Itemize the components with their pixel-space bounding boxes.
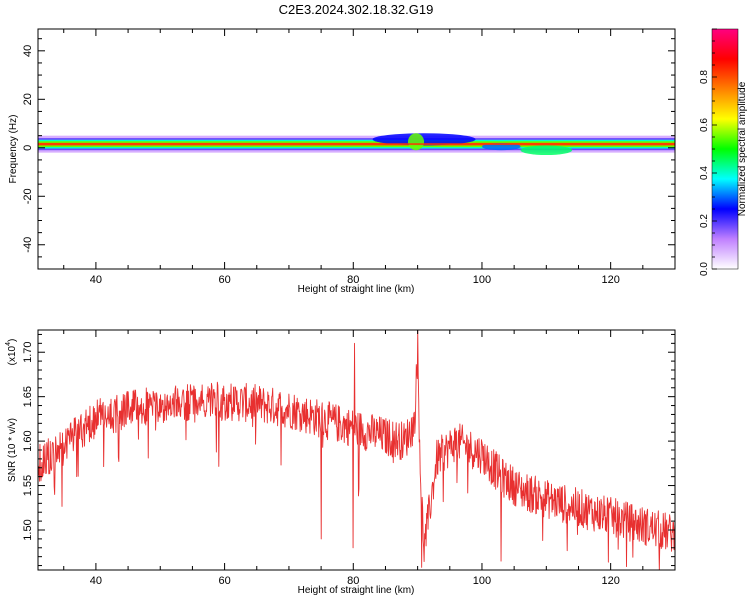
snr-plot-area [38, 330, 675, 570]
colorbar-label: Normalized spectral amplitude [737, 81, 748, 216]
y-tick-label: 1.50 [22, 519, 34, 540]
y-tick-label: -40 [22, 237, 34, 253]
snr-multiplier-exponent: 4 [5, 342, 12, 346]
x-tick-label: 80 [347, 575, 359, 587]
x-tick-label: 100 [473, 274, 491, 286]
spectral-feature-3 [520, 145, 573, 156]
x-tick-label: 80 [347, 274, 359, 286]
colorbar-tick-label: 0.6 [699, 118, 710, 132]
snr-series-line [37, 329, 676, 571]
x-tick-label: 120 [601, 274, 619, 286]
snr-y-axis-label: SNR (10 * v/v) [7, 418, 18, 482]
snr-multiplier-close: ) [7, 339, 18, 342]
colorbar-gradient [711, 28, 739, 270]
x-tick-label: 40 [90, 575, 102, 587]
snr-y-multiplier: (x104) [5, 339, 18, 366]
y-tick-label: 0 [22, 145, 34, 151]
band-core-line [38, 143, 675, 145]
x-tick-label: 60 [218, 575, 230, 587]
colorbar-tick-label: 0.0 [699, 262, 710, 276]
snr-axis-ticks: 40 60 80 100 120 1.70 1.65 1.60 1.55 1.50 [22, 330, 676, 587]
snr-x-axis-label: Height of straight line (km) [298, 585, 415, 596]
spectrogram-panel: 40 60 80 100 120 40 20 0 -20 -40 Height of straig… [8, 28, 676, 295]
spectral-feature-0 [372, 133, 476, 146]
colorbar-ticks: 0.0 0.2 0.4 0.6 0.8 [699, 28, 717, 276]
y-tick-label: 1.60 [22, 430, 34, 451]
spectrogram-frame [37, 28, 676, 270]
chart-title: C2E3.2024.302.18.32.G19 [279, 2, 434, 17]
x-tick-label: 40 [90, 274, 102, 286]
snr-multiplier-base: (x10 [7, 345, 18, 365]
y-tick-label: 20 [22, 93, 34, 105]
x-tick-label: 120 [601, 575, 619, 587]
y-tick-label: 1.70 [22, 342, 34, 363]
y-tick-label: 1.55 [22, 475, 34, 496]
y-tick-label: 40 [22, 45, 34, 57]
spectrogram-axis-ticks: 40 60 80 100 120 40 20 0 -20 -40 [22, 29, 676, 286]
colorbar: 0.0 0.2 0.4 0.6 0.8 Normalized spectral ampl… [699, 28, 748, 276]
colorbar-tick-label: 0.8 [699, 70, 710, 84]
colorbar-tick-label: 0.4 [699, 166, 710, 180]
x-tick-label: 100 [473, 575, 491, 587]
snr-marks [37, 329, 676, 571]
spectrogram-x-axis-label: Height of straight line (km) [298, 284, 415, 295]
y-tick-label: -20 [22, 188, 34, 204]
spectrogram-y-axis-label: Frequency (Hz) [8, 115, 19, 184]
svg-text:(x104): (x104) [5, 339, 18, 366]
spectrogram-marks [38, 133, 675, 156]
colorbar-tick-label: 0.2 [699, 214, 710, 228]
y-tick-label: 1.65 [22, 386, 34, 407]
x-tick-label: 60 [218, 274, 230, 286]
spectral-feature-1 [407, 133, 425, 151]
snr-panel: 40 60 80 100 120 1.70 1.65 1.60 1.55 1.50 Height … [5, 329, 676, 596]
